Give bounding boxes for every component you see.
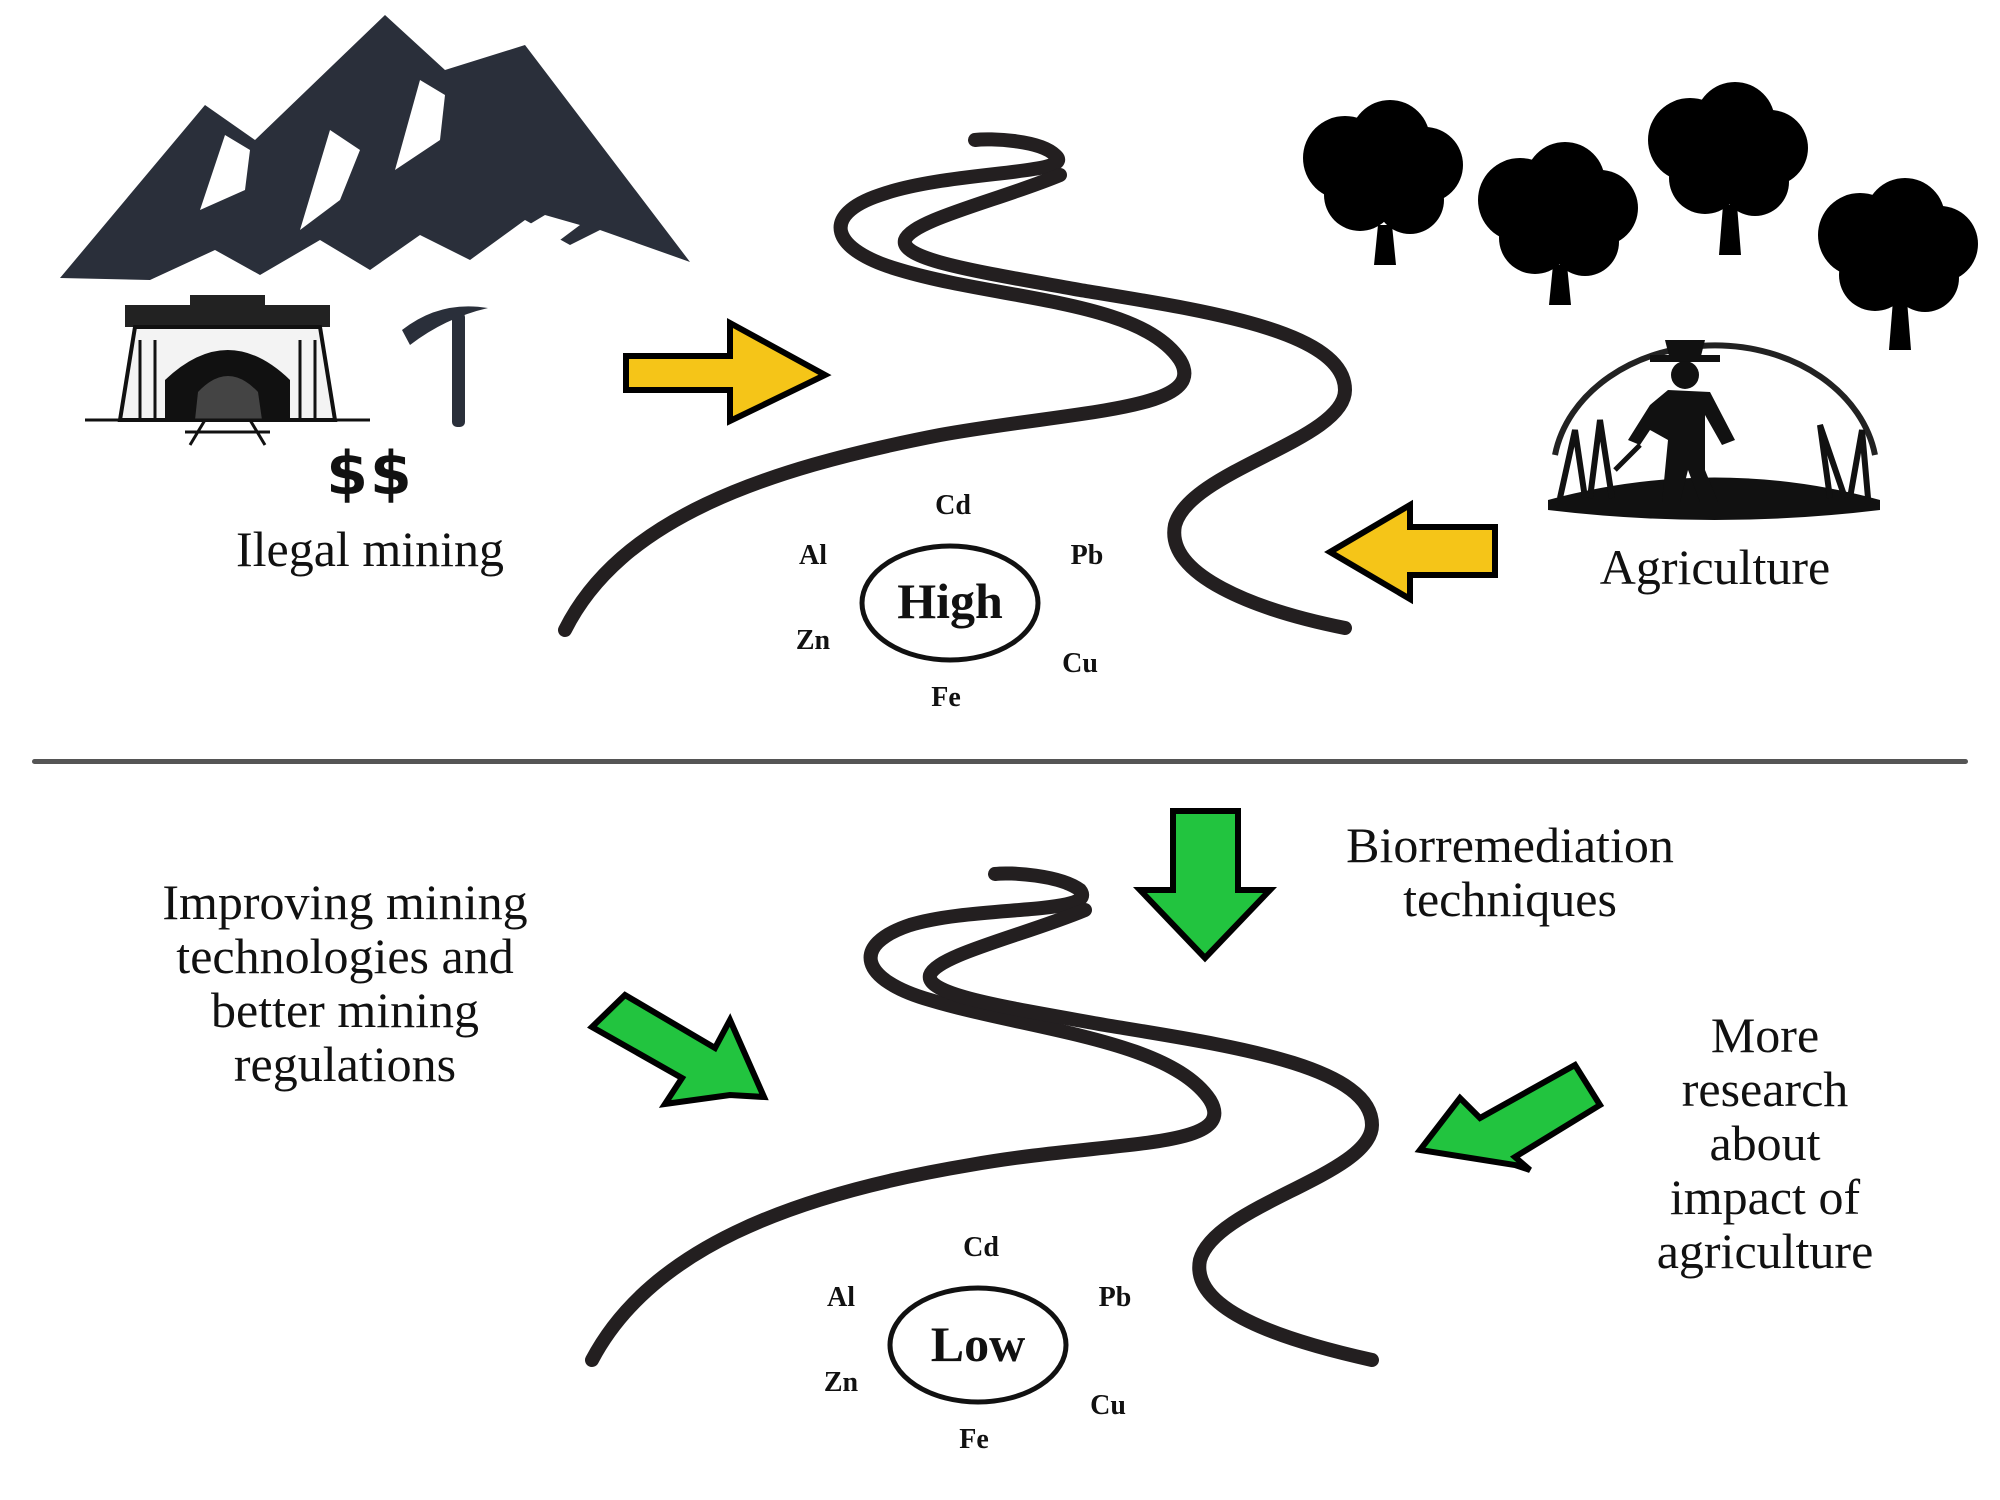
tree-icon xyxy=(1303,82,1978,350)
arrow-improving-mining xyxy=(587,991,769,1108)
concentration-ellipse-low xyxy=(887,1285,1069,1405)
mine-entrance-icon xyxy=(85,295,370,446)
bioremediation-label: Biorremediation techniques xyxy=(1346,817,1674,927)
improving-mining-label: Improving mining technologies and better… xyxy=(162,874,528,1092)
concentration-ellipse-high xyxy=(859,543,1041,663)
metal-cd-bottom: Cd xyxy=(963,1232,999,1263)
metal-al-top: Al xyxy=(799,540,827,571)
metal-cu-bottom: Cu xyxy=(1090,1390,1126,1421)
arrow-research-agriculture xyxy=(1414,1060,1605,1173)
arrow-mining-to-river xyxy=(623,317,832,426)
metal-fe-top: Fe xyxy=(931,682,961,713)
illegal-mining-label: Ilegal mining xyxy=(236,521,504,577)
river-bank-right xyxy=(897,168,1353,635)
river-bank-right xyxy=(922,903,1380,1367)
metal-fe-bottom: Fe xyxy=(959,1424,989,1455)
agriculture-label: Agriculture xyxy=(1599,539,1831,595)
farmer-icon xyxy=(1548,340,1880,520)
metal-al-bottom: Al xyxy=(827,1282,855,1313)
metal-zn-top: Zn xyxy=(795,625,831,656)
concentration-level-high: High xyxy=(897,573,1003,629)
concentration-level-low: Low xyxy=(930,1316,1026,1372)
research-agriculture-label: More research about impact of agricultur… xyxy=(1656,1007,1874,1279)
river-bank-left xyxy=(585,866,1222,1367)
metal-cu-top: Cu xyxy=(1062,648,1098,679)
river-icon xyxy=(585,866,1380,1367)
section-divider xyxy=(32,759,1968,764)
metal-pb-top: Pb xyxy=(1070,540,1104,571)
metal-pb-bottom: Pb xyxy=(1098,1282,1132,1313)
arrow-agriculture-to-river xyxy=(1324,499,1498,605)
metal-cd-top: Cd xyxy=(935,490,971,521)
arrow-bioremediation xyxy=(1132,808,1278,963)
metal-zn-bottom: Zn xyxy=(823,1367,859,1398)
money-symbol: $$ xyxy=(326,439,414,509)
mountain-icon xyxy=(60,15,690,280)
pickaxe-icon xyxy=(402,306,488,427)
river-icon xyxy=(558,132,1353,637)
river-bank-left xyxy=(558,132,1192,637)
